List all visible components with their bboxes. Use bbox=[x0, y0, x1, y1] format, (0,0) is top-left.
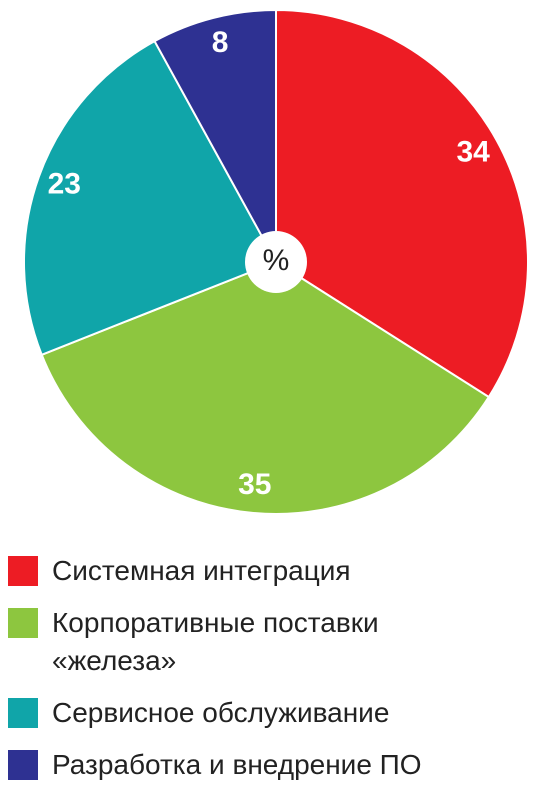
slice-label: 8 bbox=[212, 26, 229, 59]
pie-slice bbox=[275, 8, 529, 399]
pie-slice bbox=[153, 8, 277, 263]
pie-slice bbox=[23, 39, 278, 357]
legend-item: Разработка и внедрение ПО bbox=[8, 746, 553, 784]
pie-slice bbox=[40, 260, 491, 515]
legend-label: Разработка и внедрение ПО bbox=[52, 749, 422, 780]
legend-label: Системная интеграция bbox=[52, 555, 351, 586]
pie-chart: 34 35 23 8% bbox=[23, 8, 529, 515]
center-label: % bbox=[263, 244, 290, 277]
center-circle bbox=[245, 231, 307, 293]
legend-label: Сервисное обслуживание bbox=[52, 697, 390, 728]
slice-label: 34 bbox=[456, 136, 490, 169]
slice-label: 23 bbox=[48, 168, 81, 201]
legend-item: Сервисное обслуживание bbox=[8, 694, 553, 732]
legend-swatch bbox=[8, 556, 38, 586]
legend-swatch bbox=[8, 750, 38, 780]
legend-swatch bbox=[8, 608, 38, 638]
legend-item: Корпоративные поставки «железа» bbox=[8, 604, 553, 680]
legend-item: Системная интеграция bbox=[8, 552, 553, 590]
legend: Системная интеграция Корпоративные постав… bbox=[8, 552, 553, 798]
slice-label: 35 bbox=[238, 468, 271, 501]
legend-swatch bbox=[8, 698, 38, 728]
legend-label: Корпоративные поставки «железа» bbox=[52, 607, 379, 676]
